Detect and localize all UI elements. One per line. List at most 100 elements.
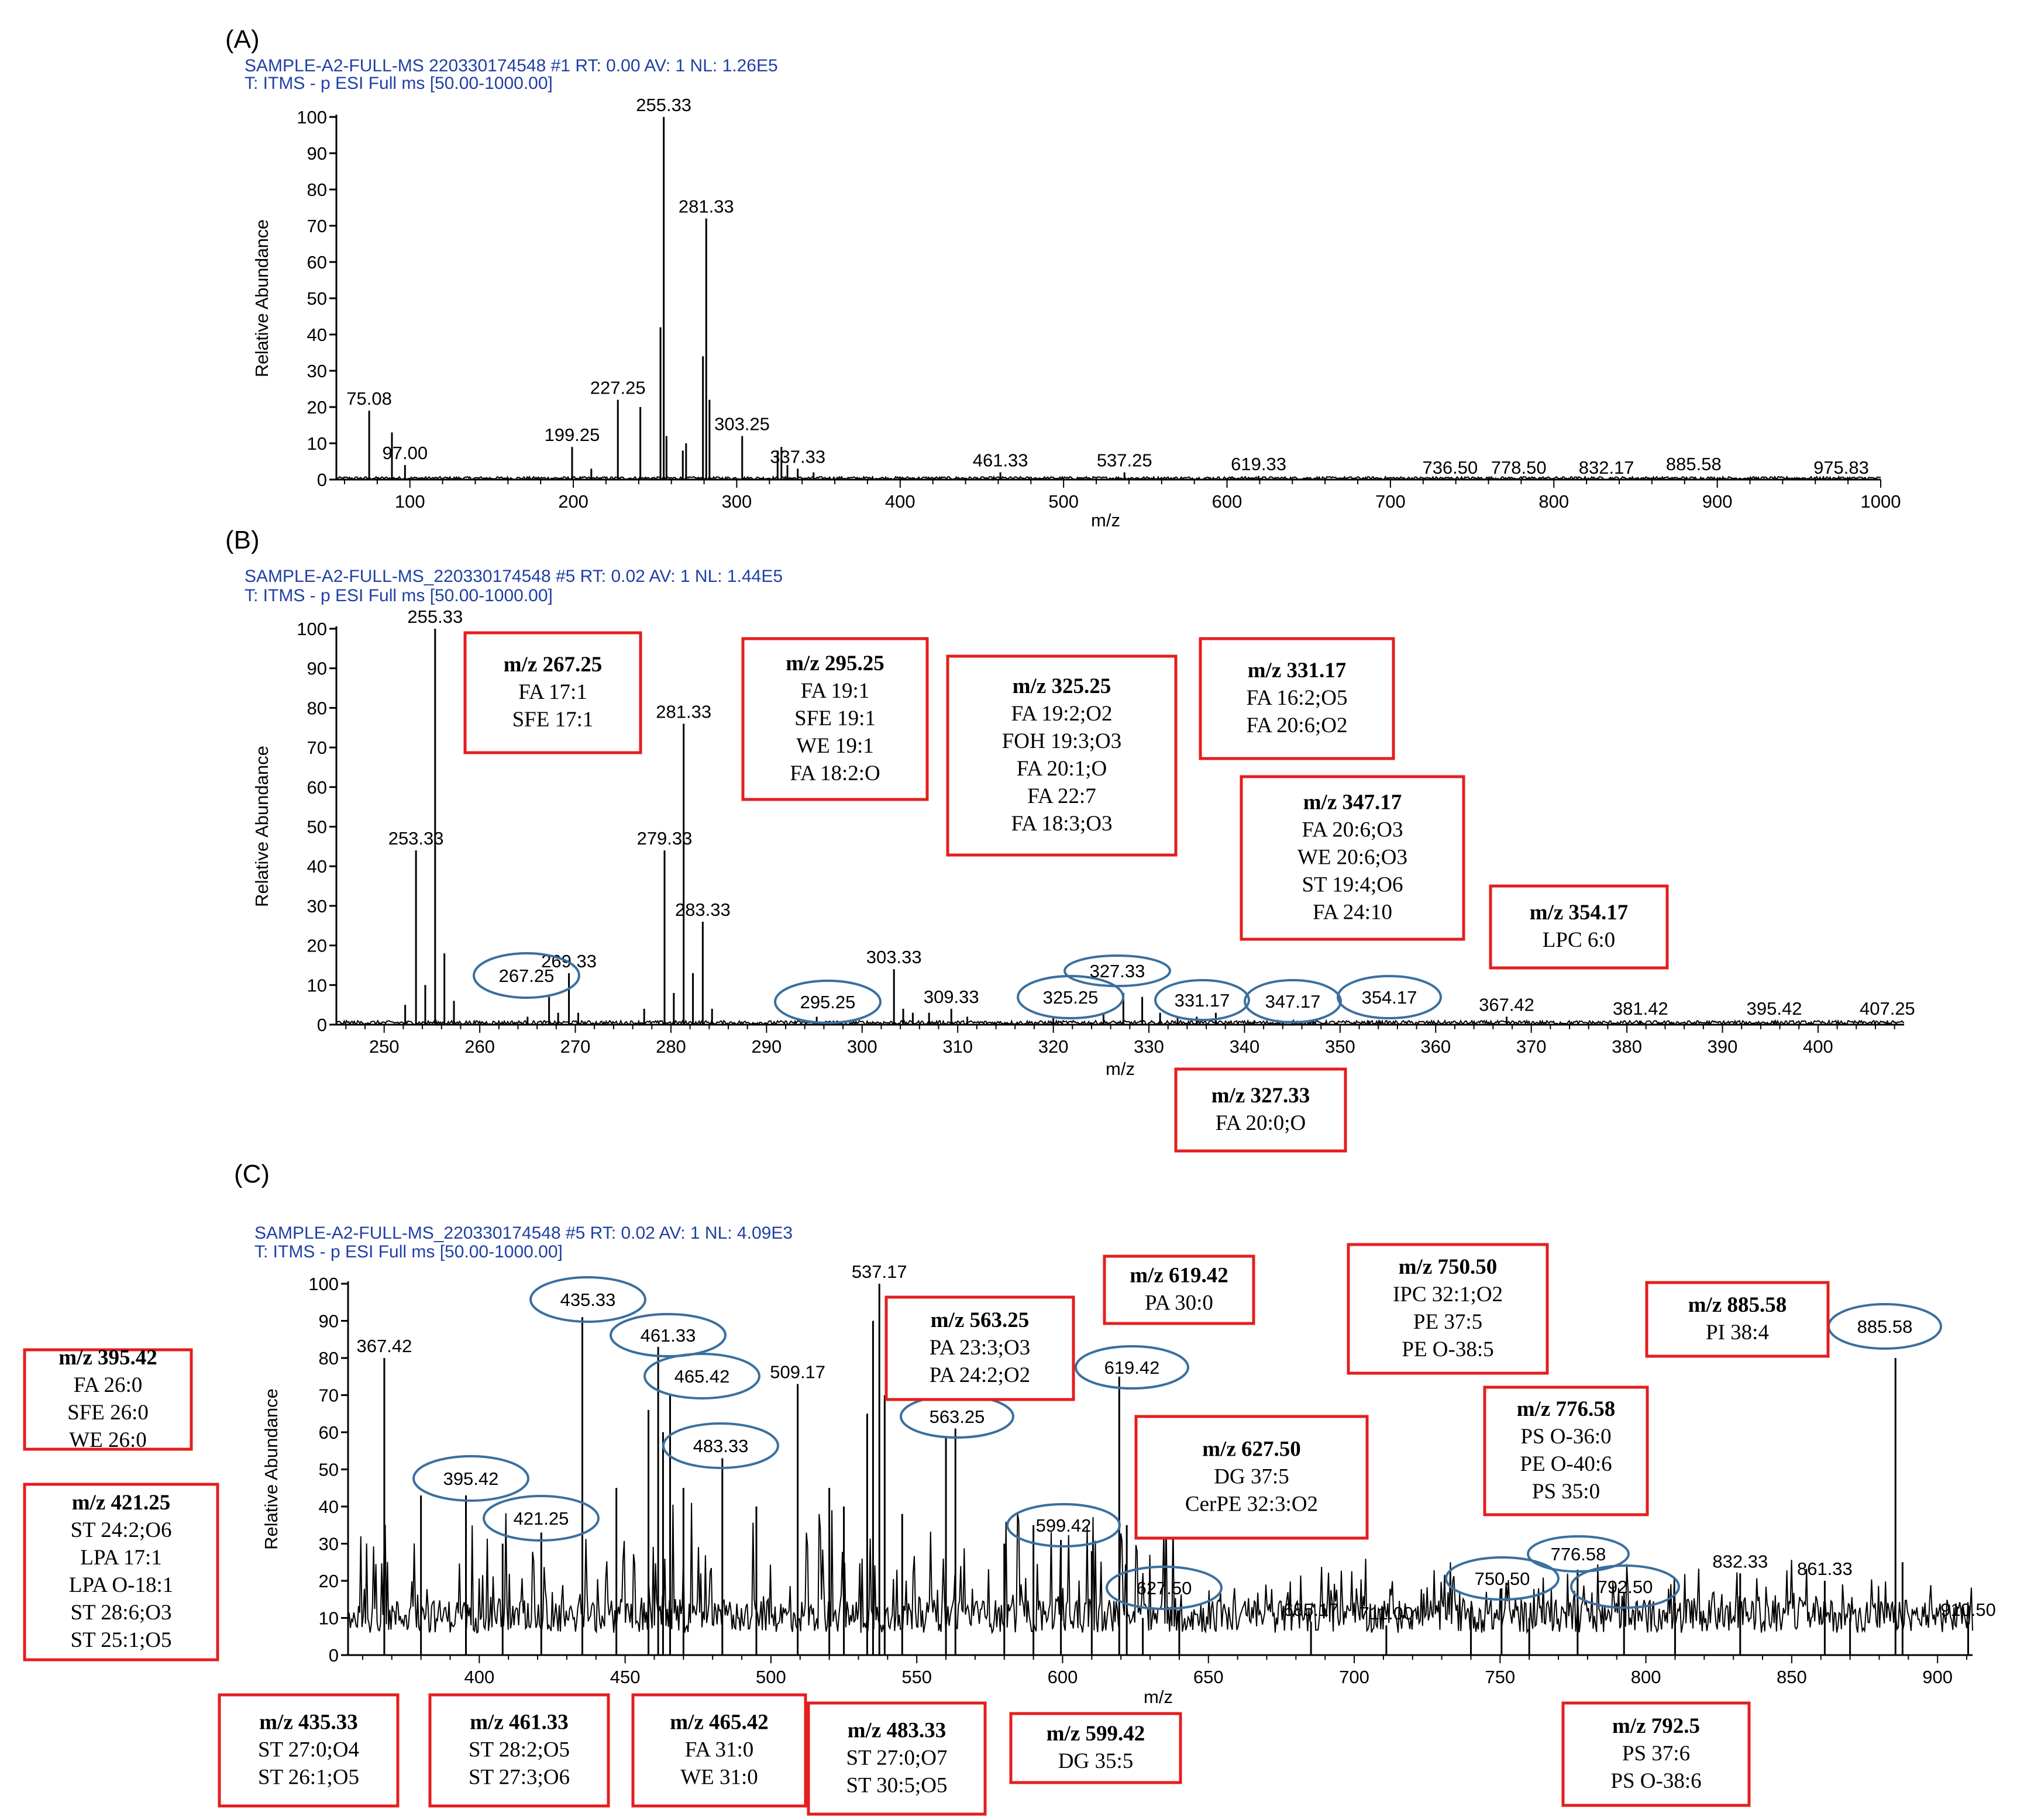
peak-label: 367.42 — [1479, 994, 1534, 1015]
peak-label: 395.42 — [1747, 998, 1802, 1019]
annotation-frame — [631, 1693, 807, 1808]
peak-label: 910.50 — [1940, 1600, 1996, 1620]
scan-header-line2: T: ITMS - p ESI Full ms [50.00-1000.00] — [254, 1242, 563, 1261]
annotation-box: m/z 465.42 FA 31:0 WE 31:0 — [631, 1693, 807, 1808]
annotation-lipid: FA 20:6;O2 — [1246, 713, 1347, 737]
peak-label: 832.33 — [1712, 1551, 1768, 1571]
y-tick-label: 100 — [297, 107, 327, 127]
baseline-trace — [336, 1018, 1905, 1027]
annotation-ellipse — [1106, 1566, 1223, 1610]
annotation-lipid: SFE 26:0 — [67, 1401, 149, 1425]
x-tick-label: 600 — [1212, 491, 1242, 512]
x-tick-label: 300 — [722, 491, 752, 512]
peak-label: 381.42 — [1613, 998, 1668, 1019]
annotation-lipid: ST 19:4;O6 — [1302, 873, 1403, 897]
annotation-mz: m/z 395.42 — [58, 1346, 157, 1370]
annotation-ellipse — [1244, 979, 1342, 1023]
circled-peak-label: 627.50 — [1137, 1578, 1192, 1598]
annotation-lipid: FA 20:6;O3 — [1302, 818, 1403, 842]
annotation-lipid: SFE 19:1 — [794, 706, 876, 730]
peak-label: 778.50 — [1491, 457, 1547, 478]
peak-label: 253.33 — [388, 828, 444, 849]
peak-label: 861.33 — [1797, 1559, 1853, 1579]
x-tick-label: 900 — [1922, 1667, 1953, 1687]
annotation-lipid: CerPE 32:3:O2 — [1185, 1492, 1318, 1516]
peak-label: 736.50 — [1422, 457, 1478, 478]
annotation-ellipse — [1075, 1345, 1189, 1390]
annotation-lipid: ST 30:5;O5 — [846, 1774, 947, 1798]
y-tick-label: 30 — [307, 896, 327, 916]
annotation-frame — [946, 654, 1178, 857]
annotation-box: m/z 563.25 PA 23:3;O3 PA 24:2;O2 — [884, 1295, 1075, 1401]
annotation-mz: m/z 465.42 — [670, 1711, 769, 1735]
scan-header-line2: T: ITMS - p ESI Full ms [50.00-1000.00] — [245, 74, 553, 93]
x-axis-title: m/z — [1144, 1687, 1173, 1707]
annotation-lipid: DG 37:5 — [1214, 1465, 1289, 1489]
annotation-lipid: ST 25:1;O5 — [70, 1628, 171, 1652]
annotation-mz: m/z 325.25 — [1013, 674, 1111, 698]
annotation-lipid: PS 35:0 — [1532, 1480, 1600, 1504]
annotation-lipid: FA 31:0 — [685, 1738, 754, 1762]
annotation-lipid: LPA O-18:1 — [69, 1573, 174, 1597]
annotation-lipid: PI 38:4 — [1706, 1321, 1769, 1345]
annotation-frame — [1645, 1281, 1830, 1358]
y-tick-label: 30 — [319, 1534, 339, 1554]
annotation-lipid: PA 30:0 — [1145, 1291, 1213, 1315]
x-tick-label: 380 — [1612, 1036, 1642, 1057]
panel-c: (C) SAMPLE-A2-FULL-MS_220330174548 #5 RT:… — [23, 1160, 1996, 1816]
x-tick-label: 400 — [464, 1667, 494, 1687]
annotation-box: m/z 599.42 DG 35:5 — [1009, 1712, 1182, 1784]
annotation-lipid: FA 22:7 — [1027, 784, 1096, 808]
annotation-frame — [1561, 1701, 1751, 1807]
y-tick-label: 20 — [319, 1571, 339, 1591]
x-axis-title: m/z — [1106, 1059, 1135, 1079]
y-tick-label: 0 — [317, 470, 327, 490]
circled-peak-label: 792.50 — [1598, 1577, 1653, 1597]
x-tick-label: 250 — [369, 1036, 400, 1057]
peak-label: 367.42 — [357, 1336, 412, 1356]
y-tick-label: 40 — [319, 1497, 339, 1517]
annotation-lipid: PE 37:5 — [1413, 1310, 1482, 1334]
peak-label: 537.17 — [852, 1261, 907, 1282]
circled-peak-label: 267.25 — [499, 966, 555, 986]
annotation-ellipse — [1337, 975, 1442, 1019]
peak-label: 975.83 — [1813, 457, 1869, 478]
y-axis-title: Relative Abundance — [252, 746, 272, 907]
annotation-mz: m/z 354.17 — [1530, 901, 1629, 925]
x-tick-label: 800 — [1538, 491, 1569, 512]
peak-label: 337.33 — [770, 446, 825, 467]
annotation-box: m/z 619.42 PA 30:0 — [1103, 1254, 1255, 1325]
x-axis-title: m/z — [1091, 510, 1120, 530]
circled-peak-label: 395.42 — [443, 1469, 499, 1489]
annotation-frame — [1103, 1254, 1255, 1325]
x-tick-label: 1000 — [1861, 491, 1901, 512]
circled-peak-label: 327.33 — [1090, 961, 1145, 981]
scan-header-line1: SAMPLE-A2-FULL-MS_220330174548 #5 RT: 0.… — [245, 567, 783, 586]
x-tick-label: 270 — [560, 1036, 591, 1057]
peak-label: 309.33 — [924, 987, 979, 1007]
y-tick-label: 20 — [307, 397, 327, 418]
annotation-box: m/z 354.17 LPC 6:0 — [1489, 884, 1669, 970]
y-tick-label: 10 — [307, 975, 327, 995]
peak-label: 281.33 — [679, 197, 734, 217]
x-tick-label: 550 — [901, 1667, 932, 1687]
x-tick-label: 290 — [751, 1036, 782, 1057]
annotation-frame — [1134, 1415, 1369, 1540]
annotation-mz: m/z 776.58 — [1517, 1397, 1616, 1421]
annotation-box: m/z 435.33 ST 27:0;O4 ST 26:1;O5 — [218, 1693, 400, 1808]
annotation-box: m/z 395.42 FA 26:0 SFE 26:0 WE 26:0 — [23, 1346, 193, 1452]
annotation-frame — [1489, 884, 1669, 970]
annotation-frame — [1240, 775, 1465, 941]
peak-label: 407.25 — [1860, 998, 1915, 1019]
annotation-frame — [218, 1693, 400, 1808]
y-tick-label: 60 — [307, 252, 327, 273]
y-tick-label: 80 — [307, 180, 327, 200]
x-tick-label: 320 — [1038, 1036, 1069, 1057]
baseline-trace — [336, 475, 1881, 481]
annotation-lipid: PS 37:6 — [1622, 1742, 1690, 1766]
peak-label: 619.33 — [1231, 454, 1286, 474]
annotation-lipid: ST 27:3;O6 — [469, 1766, 570, 1790]
y-tick-label: 40 — [307, 856, 327, 877]
peak-label: 509.17 — [770, 1361, 825, 1382]
x-tick-label: 360 — [1420, 1036, 1451, 1057]
